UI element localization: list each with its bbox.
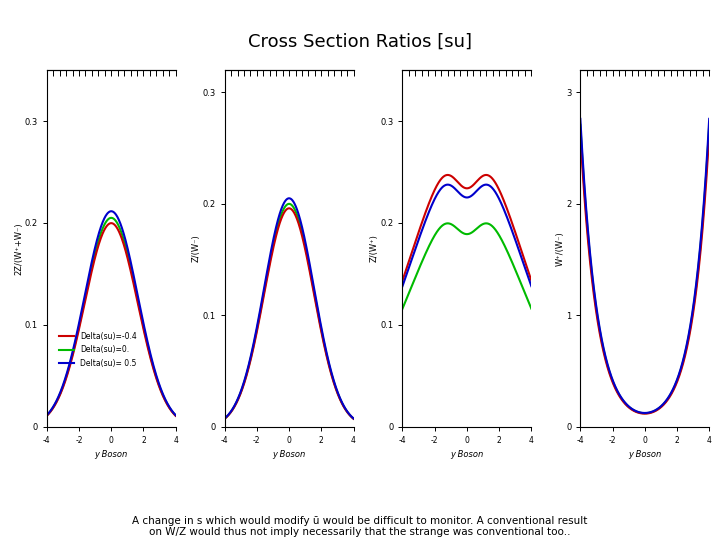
X-axis label: y Boson: y Boson [272,450,306,459]
Text: A change in s which would modify ū would be difficult to monitor. A conventional: A change in s which would modify ū would… [132,516,588,537]
Text: Cross Section Ratios [su]: Cross Section Ratios [su] [248,32,472,50]
Y-axis label: 2Z/(W⁺+W⁻): 2Z/(W⁺+W⁻) [14,222,23,275]
Y-axis label: W⁺/(W⁻): W⁺/(W⁻) [556,231,564,266]
X-axis label: y Boson: y Boson [450,450,484,459]
X-axis label: y Boson: y Boson [628,450,662,459]
Y-axis label: Z/(W⁻): Z/(W⁻) [192,234,201,262]
Y-axis label: Z/(W⁺): Z/(W⁺) [370,234,379,262]
Legend: Delta(su)=-0.4, Delta(su)=0., Delta(su)= 0.5: Delta(su)=-0.4, Delta(su)=0., Delta(su)=… [57,330,138,369]
X-axis label: y Boson: y Boson [94,450,128,459]
